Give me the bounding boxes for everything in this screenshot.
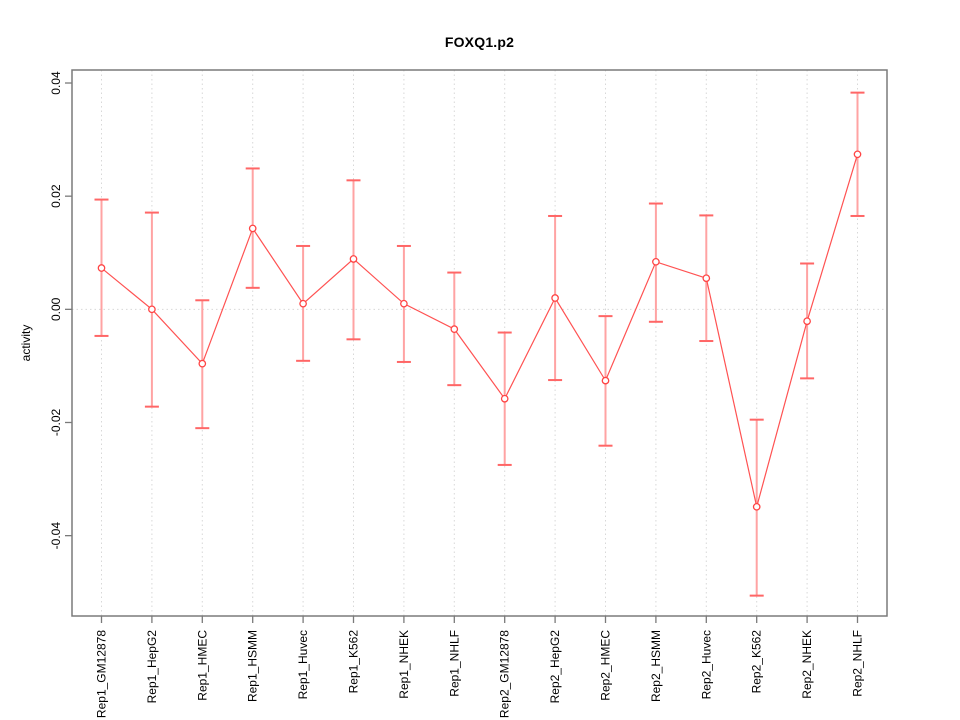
data-point <box>752 502 761 511</box>
x-tick-label: Rep1_K562 <box>347 630 361 694</box>
x-tick-label: Rep1_GM12878 <box>95 630 109 718</box>
data-point <box>500 394 509 403</box>
x-tick-label: Rep2_NHLF <box>851 630 865 697</box>
data-point <box>551 294 559 302</box>
x-tick-label: Rep2_HSMM <box>649 630 663 702</box>
x-tick-label: Rep1_HSMM <box>246 630 260 702</box>
x-tick-label: Rep1_HMEC <box>195 630 209 701</box>
data-point <box>248 224 257 233</box>
y-tick-label: 0.04 <box>49 71 63 95</box>
chart-title: FOXQ1.p2 <box>444 34 515 50</box>
data-point <box>349 255 358 263</box>
x-tick-label: Rep2_NHEK <box>800 630 814 699</box>
y-tick-label: -0.02 <box>49 408 63 436</box>
data-point <box>450 325 459 333</box>
x-tick-label: Rep2_Huvec <box>699 630 713 699</box>
y-tick-label: 0.00 <box>49 297 63 321</box>
x-tick-label: Rep1_Huvec <box>296 630 310 699</box>
y-tick-label: 0.02 <box>49 184 63 208</box>
x-tick-label: Rep1_HepG2 <box>145 630 159 704</box>
data-point <box>853 150 862 159</box>
data-point <box>97 264 106 272</box>
data-point <box>198 359 207 368</box>
data-point <box>148 305 156 314</box>
x-tick-label: Rep2_HepG2 <box>548 630 562 704</box>
data-point <box>652 257 660 266</box>
data-point <box>400 299 408 308</box>
x-tick-label: Rep1_NHLF <box>447 630 461 697</box>
x-tick-label: Rep1_NHEK <box>397 630 411 699</box>
data-point <box>702 274 711 283</box>
x-tick-label: Rep2_K562 <box>750 630 764 694</box>
data-point <box>299 299 307 308</box>
data-point <box>601 376 610 385</box>
plot-frame <box>71 69 888 617</box>
y-tick-label: -0.04 <box>49 522 63 550</box>
data-point <box>803 317 811 326</box>
x-tick-label: Rep2_HMEC <box>599 630 613 701</box>
data-line <box>101 154 859 507</box>
x-tick-label: Rep2_GM12878 <box>498 630 512 718</box>
